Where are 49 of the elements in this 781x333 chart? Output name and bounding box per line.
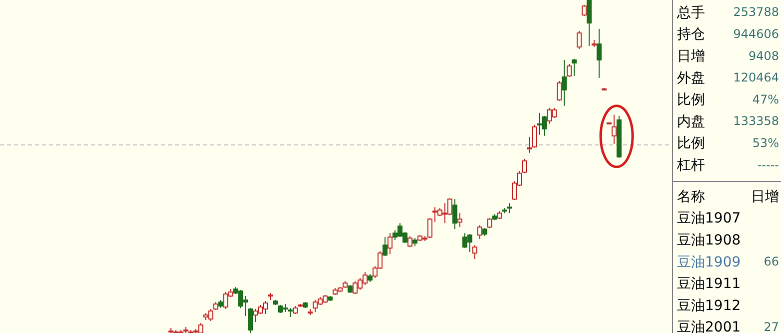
category-label: 外盘 xyxy=(677,70,705,86)
text: 120464 xyxy=(733,70,779,85)
text: 日增 xyxy=(751,188,779,205)
candlestick xyxy=(586,0,592,46)
text: 47% xyxy=(752,92,779,106)
category-label: 内盘 xyxy=(677,114,705,130)
candlestick xyxy=(562,59,567,106)
candlestick xyxy=(472,244,478,260)
candlestick xyxy=(596,28,602,78)
text: 66 xyxy=(764,254,779,269)
candlestick xyxy=(407,236,412,248)
candlestick xyxy=(526,136,532,154)
category-label: 杠杆 xyxy=(676,158,705,174)
candlestick xyxy=(566,63,572,78)
candlestick xyxy=(507,202,512,214)
candlestick xyxy=(457,212,462,228)
category-label: 总手 xyxy=(676,4,705,21)
text: 27 xyxy=(764,320,779,333)
category-label: 持仓 xyxy=(677,26,705,43)
text: 944606 xyxy=(733,27,779,41)
candlestick xyxy=(576,30,582,50)
category-label: 豆油1909 xyxy=(677,254,741,270)
candlestick xyxy=(452,198,458,230)
category-label: 比例 xyxy=(677,136,705,152)
text: 53% xyxy=(752,136,779,150)
candlestick xyxy=(612,114,617,144)
candlestick xyxy=(522,158,527,174)
candlestick xyxy=(388,232,393,255)
category-label: 豆油1912 xyxy=(677,298,741,314)
category-label: 豆油2001 xyxy=(677,320,741,333)
category-label: 比例 xyxy=(677,92,705,108)
candlestick xyxy=(582,4,587,16)
candlestick xyxy=(477,224,482,240)
category-label: 豆油1907 xyxy=(677,210,741,227)
text: ----- xyxy=(757,158,779,172)
candlestick xyxy=(382,236,388,257)
text: 253788 xyxy=(733,5,779,20)
category-label: 名称 xyxy=(677,188,705,205)
category-label: 豆油1908 xyxy=(677,232,741,248)
category-label: 豆油1911 xyxy=(677,276,741,292)
text: 133358 xyxy=(733,114,779,128)
candlestick xyxy=(532,124,537,148)
candlestick xyxy=(556,80,562,102)
candlestick xyxy=(248,308,254,333)
candlestick xyxy=(427,218,432,239)
category-label: 日增 xyxy=(677,48,705,64)
text: 9408 xyxy=(748,48,779,63)
candlestick xyxy=(572,58,577,76)
candlestick xyxy=(487,218,492,229)
